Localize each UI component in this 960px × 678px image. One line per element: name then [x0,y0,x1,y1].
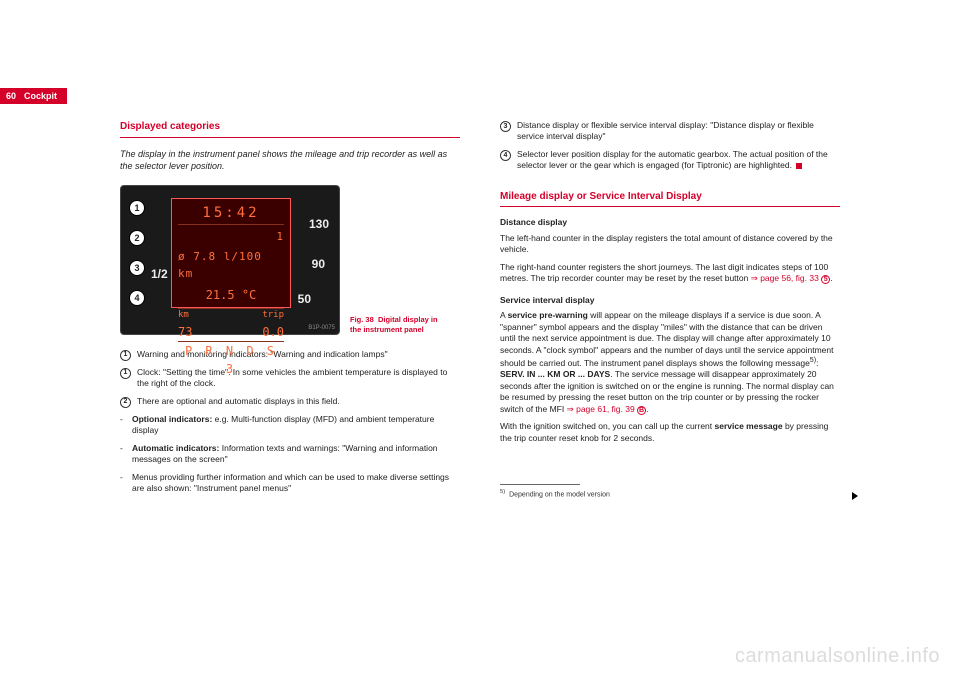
distance-p1: The left-hand counter in the display reg… [500,233,840,256]
screen-consumption: ø 7.8 l/100 km [178,245,284,282]
bullet-item: - Automatic indicators: Information text… [120,443,460,466]
distance-p2: The right-hand counter registers the sho… [500,262,840,285]
footnote: 5) Depending on the model version [500,489,840,500]
bullet-item: - Menus providing further information an… [120,472,460,495]
digital-display-screen: 15:42 1 ø 7.8 l/100 km 21.5 °C km trip 7… [171,198,291,308]
list-item: 1 Warning and monitoring indicators: "Wa… [120,349,460,361]
item-num: 1 [120,350,131,361]
item-num: 2 [120,397,131,408]
bullet-text: Menus providing further information and … [132,472,460,495]
screen-odo: 73 [178,323,192,341]
ref-circle-b: B [637,406,646,415]
screen-gear: P R N D S 3 [178,342,284,378]
callout-2: 2 [129,230,145,246]
gauge-half: 1/2 [151,266,168,282]
figure-row: 1 2 3 4 1/2 130 90 50 15:42 1 ø 7.8 l/10… [120,185,460,335]
callout-4: 4 [129,290,145,306]
watermark: carmanualsonline.info [735,645,940,668]
ref-circle-5: 5 [821,275,830,284]
list-item: 4 Selector lever position display for th… [500,149,840,172]
item-text: There are optional and automatic display… [137,396,340,408]
screen-trip-val: 0.0 [262,323,284,341]
figure-caption: Fig. 38 Digital display in the instrumen… [350,315,440,335]
bullet-item: - Optional indicators: e.g. Multi-functi… [120,414,460,437]
list-item: 2 There are optional and automatic displ… [120,396,460,408]
list-item: 1 Clock: "Setting the time". In some veh… [120,367,460,390]
screen-km-label: km [178,309,189,323]
bullet-dash: - [120,472,126,495]
screen-trip-label: trip [262,309,284,323]
instrument-panel-figure: 1 2 3 4 1/2 130 90 50 15:42 1 ø 7.8 l/10… [120,185,340,335]
gauge-90: 90 [312,256,325,272]
gauge-50: 50 [298,291,311,307]
bullet-text: Automatic indicators: Information texts … [132,443,460,466]
section-title-mileage: Mileage display or Service Interval Disp… [500,190,840,208]
screen-temp: 21.5 °C [178,282,284,309]
item-num: 3 [500,121,511,132]
screen-time: 15:42 [178,203,284,225]
bullet-dash: - [120,443,126,466]
page-ref-link[interactable]: ⇒ page 56, fig. 33 [751,273,819,283]
continue-arrow-icon [852,492,858,500]
figure-image-id: B1P-0075 [308,324,335,332]
left-column: Displayed categories The display in the … [120,120,460,500]
callout-3: 3 [129,260,145,276]
bullet-text: Optional indicators: e.g. Multi-function… [132,414,460,437]
section-title-displayed-categories: Displayed categories [120,120,460,138]
item-text: Distance display or flexible service int… [517,120,840,143]
screen-idx: 1 [178,225,284,246]
service-paragraph: A service pre-warning will appear on the… [500,310,840,415]
bullet-dash: - [120,414,126,437]
gauge-130: 130 [309,216,329,232]
callout-1: 1 [129,200,145,216]
page-number: 60 [6,91,16,101]
page-ref-link[interactable]: ⇒ page 61, fig. 39 [567,404,635,414]
item-text: Selector lever position display for the … [517,149,840,172]
figure-caption-prefix: Fig. 38 [350,315,374,324]
item-num: 1 [120,368,131,379]
distance-display-head: Distance display [500,217,840,228]
list-item: 3 Distance display or flexible service i… [500,120,840,143]
service-tail: With the ignition switched on, you can c… [500,421,840,444]
footnote-rule [500,484,580,485]
figure-callouts: 1 2 3 4 [129,200,145,320]
service-interval-head: Service interval display [500,295,840,306]
item-num: 4 [500,150,511,161]
intro-text: The display in the instrument panel show… [120,148,460,173]
end-square-icon [796,163,802,169]
chapter-name: Cockpit [24,91,57,101]
page-header-tab: 60 Cockpit [0,88,67,104]
right-column: 3 Distance display or flexible service i… [500,120,840,500]
